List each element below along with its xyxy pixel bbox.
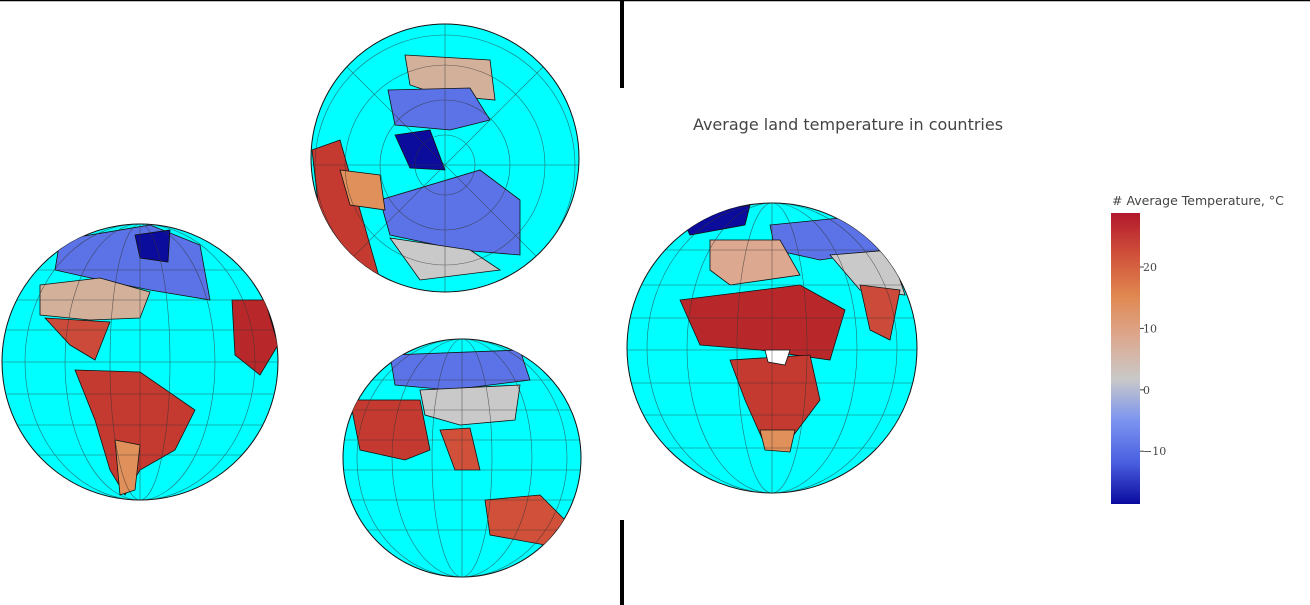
colorbar-tick-label: 0 — [1143, 384, 1150, 397]
colorbar-tick-label: 20 — [1143, 261, 1157, 274]
colorbar-ticks: −10 0 10 20 — [1140, 261, 1166, 458]
globe-americas — [1, 223, 279, 501]
globe-arctic — [310, 23, 580, 293]
globe-africa — [626, 202, 918, 494]
colorbar-title: # Average Temperature, °C — [1112, 193, 1284, 208]
map-title: Average land temperature in countries — [693, 115, 1003, 134]
colorbar-tick-label: 10 — [1143, 322, 1157, 335]
globe-asia — [342, 338, 582, 578]
colorbar — [1111, 213, 1140, 504]
colorbar-tick-label: −10 — [1143, 445, 1166, 458]
